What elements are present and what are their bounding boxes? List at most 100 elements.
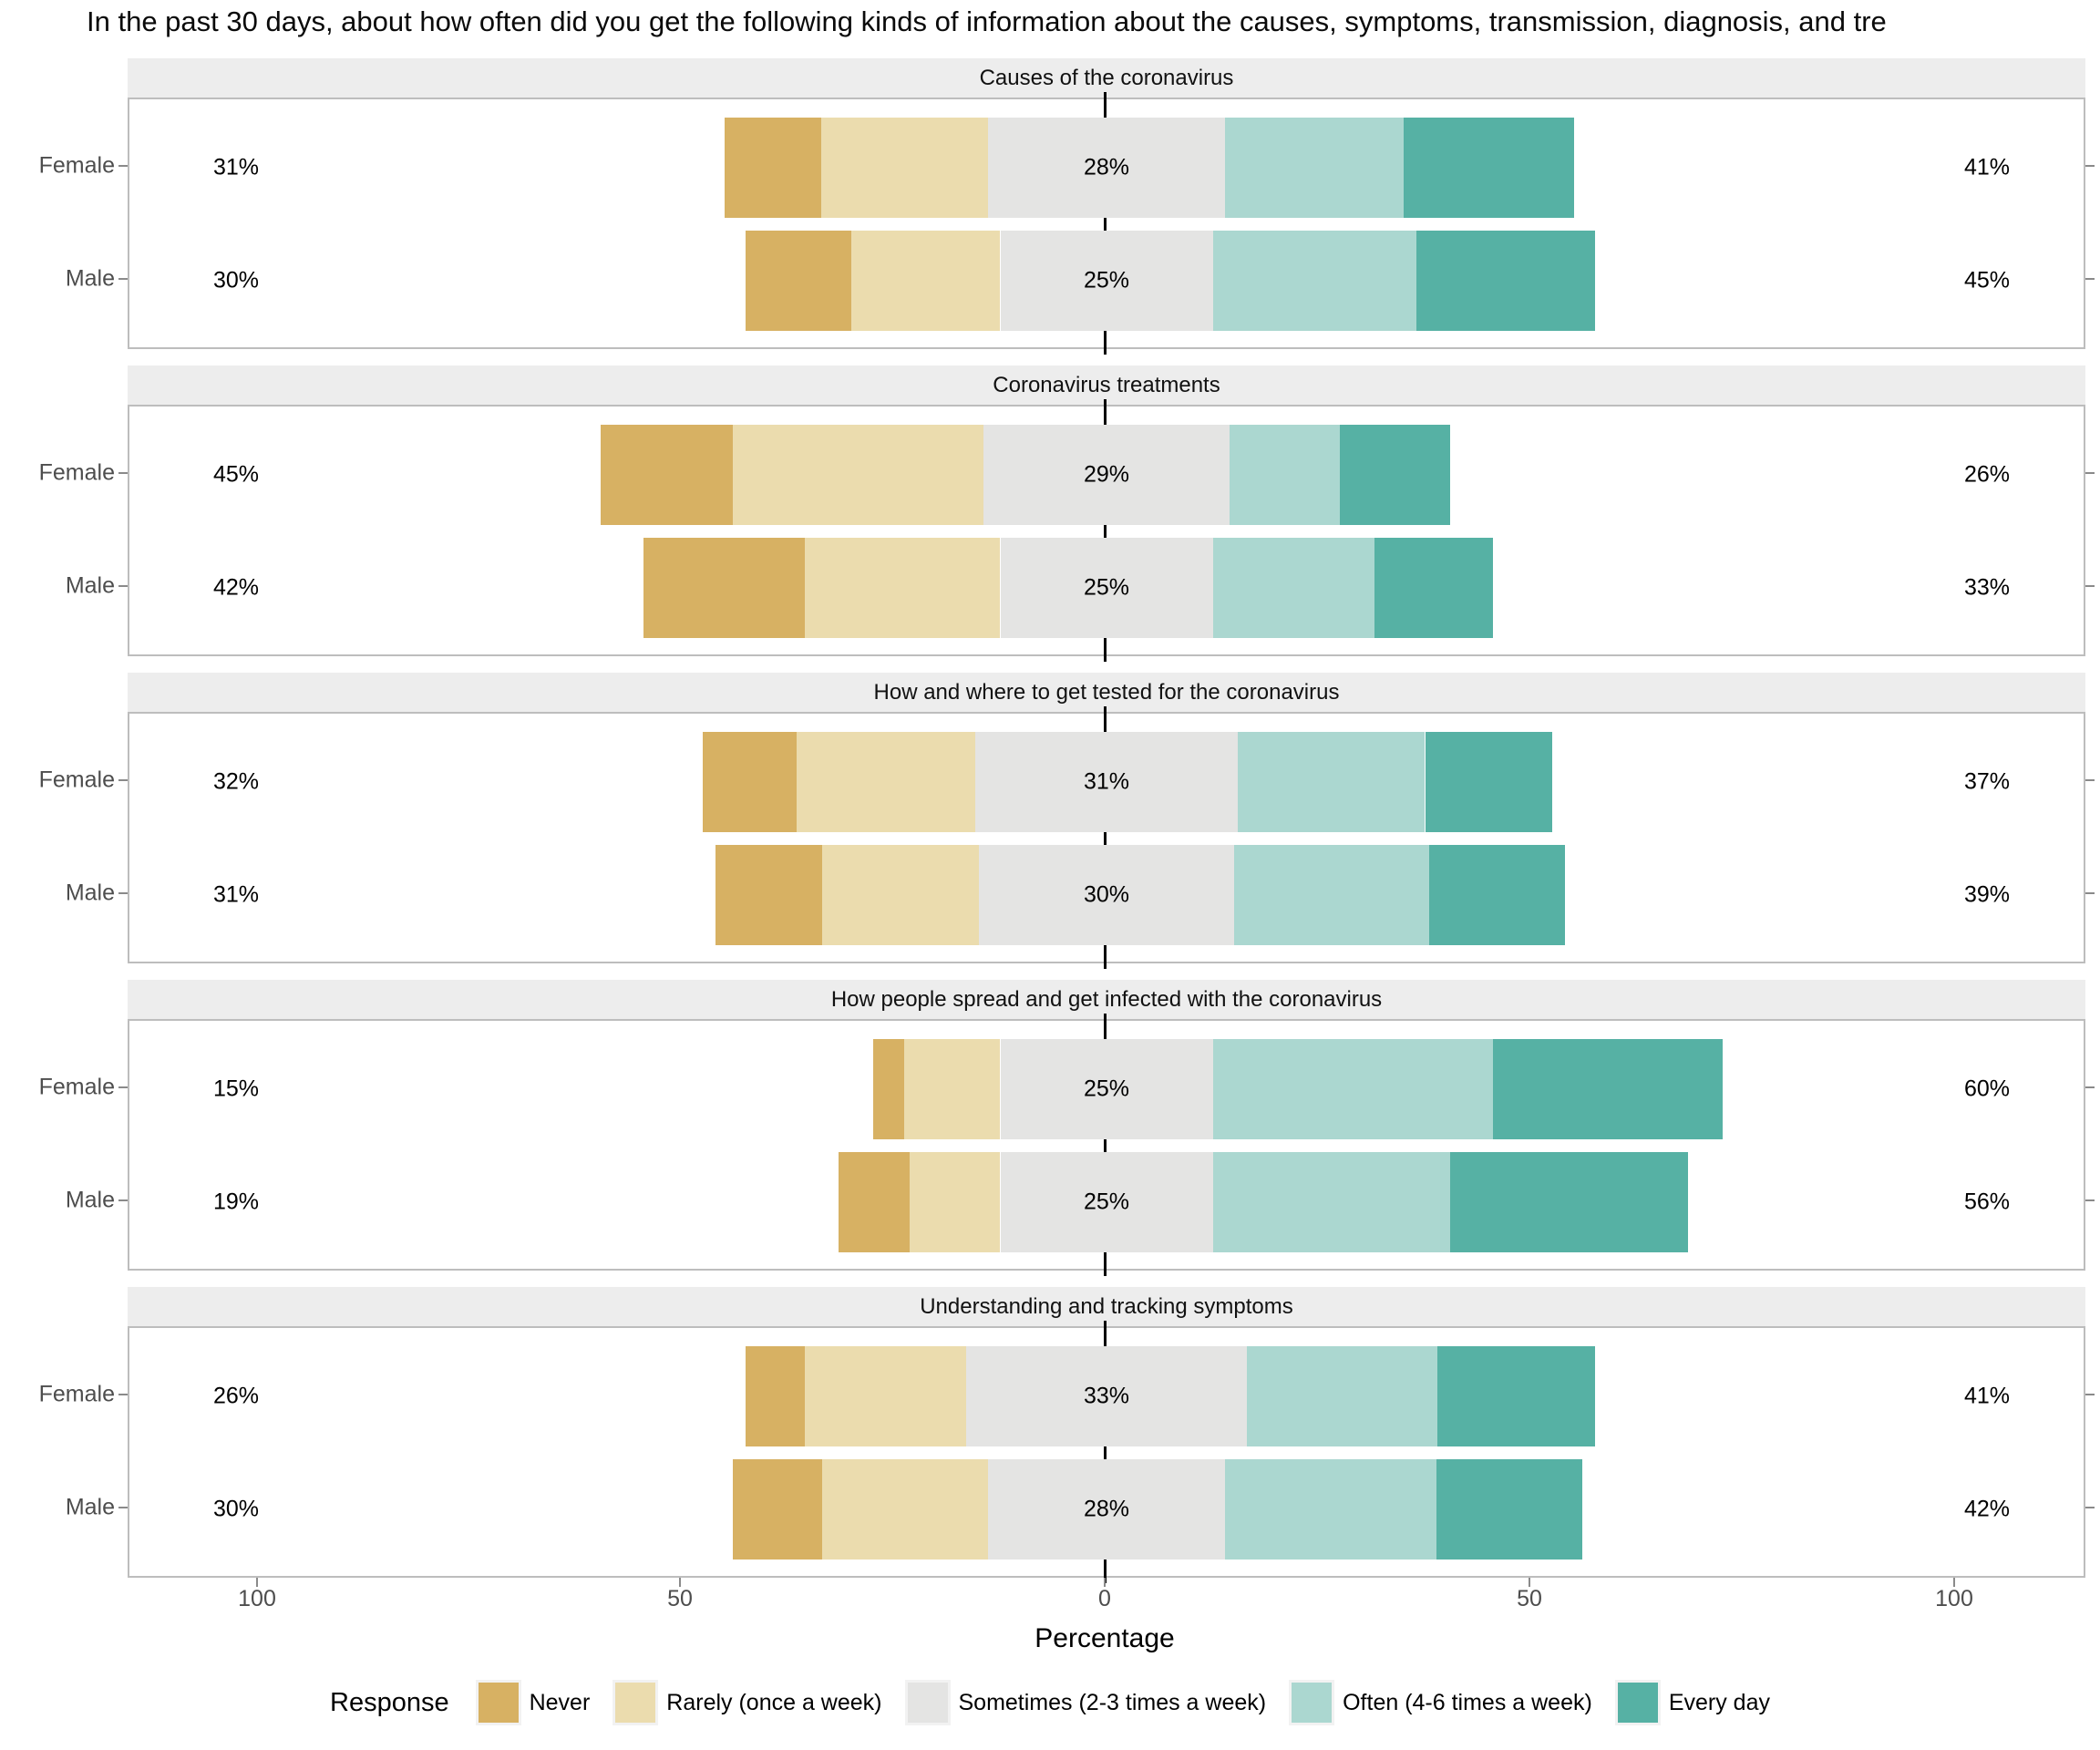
label-left-total: 45% bbox=[212, 461, 260, 488]
legend-title: Response bbox=[330, 1687, 449, 1717]
segment-often bbox=[1238, 732, 1426, 832]
segment-rarely bbox=[821, 845, 980, 945]
legend-label: Rarely (once a week) bbox=[666, 1689, 882, 1715]
label-sometimes: 30% bbox=[1083, 881, 1130, 908]
panel-body: 15% 25% 60% 19% 25% 56% bbox=[128, 1014, 2087, 1276]
right-tick bbox=[2085, 1086, 2095, 1088]
segment-never bbox=[839, 1152, 910, 1252]
legend-swatch-never bbox=[475, 1680, 521, 1725]
segment-sometimes bbox=[1000, 1152, 1213, 1252]
bar-row-male bbox=[129, 1152, 2087, 1252]
label-right-total: 42% bbox=[1963, 1496, 2011, 1522]
bar-row-female bbox=[129, 425, 2087, 525]
legend-item: Rarely (once a week) bbox=[612, 1680, 882, 1725]
axis-tick-label: 0 bbox=[1098, 1586, 1111, 1611]
panel-header: Causes of the coronavirus bbox=[128, 58, 2085, 98]
axis-tick-label: 100 bbox=[238, 1586, 276, 1611]
label-sometimes: 29% bbox=[1083, 461, 1130, 488]
segment-rarely bbox=[805, 538, 1001, 638]
row-label-female: Female bbox=[38, 459, 115, 486]
chart-title: In the past 30 days, about how often did… bbox=[87, 5, 1887, 37]
x-axis-title: Percentage bbox=[1035, 1623, 1175, 1653]
segment-sometimes bbox=[979, 845, 1234, 945]
label-sometimes: 33% bbox=[1083, 1383, 1130, 1409]
bar-row-male bbox=[129, 1459, 2087, 1560]
row-label-male: Male bbox=[65, 1494, 115, 1520]
left-tick bbox=[118, 165, 128, 167]
segment-often bbox=[1233, 845, 1430, 945]
segment-often bbox=[1230, 425, 1341, 525]
label-left-total: 26% bbox=[212, 1383, 260, 1409]
label-right-total: 56% bbox=[1963, 1189, 2011, 1215]
row-label-male: Male bbox=[65, 1187, 115, 1213]
segment-often bbox=[1212, 1039, 1494, 1139]
axis-tick-label: 100 bbox=[1935, 1586, 1973, 1611]
right-tick bbox=[2085, 1199, 2095, 1201]
label-sometimes: 25% bbox=[1083, 574, 1130, 601]
right-tick bbox=[2085, 585, 2095, 587]
legend-swatch-every bbox=[1614, 1680, 1661, 1725]
zero-axis-line bbox=[1104, 1014, 1107, 1276]
segment-often bbox=[1212, 231, 1417, 331]
label-sometimes: 25% bbox=[1083, 1076, 1130, 1102]
bar-row-female bbox=[129, 1346, 2087, 1446]
segment-rarely bbox=[796, 732, 975, 832]
segment-sometimes bbox=[966, 1346, 1247, 1446]
panel-body: 32% 31% 37% 31% 30% 39% bbox=[128, 706, 2085, 969]
legend-swatch-rarely bbox=[612, 1680, 659, 1725]
segment-never bbox=[643, 538, 806, 638]
legend-item: Often (4-6 times a week) bbox=[1289, 1680, 1592, 1725]
panel-body: 45% 29% 26% 42% 25% 33% bbox=[128, 399, 2087, 662]
panel-header: How and where to get tested for the coro… bbox=[128, 673, 2085, 712]
row-label-female: Female bbox=[38, 767, 115, 793]
row-label-female: Female bbox=[38, 1074, 115, 1100]
segment-rarely bbox=[904, 1039, 1001, 1139]
segment-never bbox=[601, 425, 733, 525]
label-right-total: 41% bbox=[1963, 1383, 2011, 1409]
segment-everyday bbox=[1416, 231, 1595, 331]
label-right-total: 33% bbox=[1963, 574, 2011, 601]
segment-rarely bbox=[821, 1459, 988, 1560]
right-tick bbox=[2085, 165, 2095, 167]
zero-axis-line bbox=[1104, 706, 1107, 969]
label-left-total: 19% bbox=[212, 1189, 260, 1215]
segment-often bbox=[1212, 538, 1374, 638]
label-right-total: 60% bbox=[1963, 1076, 2011, 1102]
label-sometimes: 28% bbox=[1083, 154, 1130, 180]
right-tick bbox=[2085, 278, 2095, 280]
segment-everyday bbox=[1374, 538, 1494, 638]
segment-never bbox=[732, 1459, 822, 1560]
legend-label: Never bbox=[529, 1689, 591, 1715]
segment-never bbox=[745, 231, 852, 331]
segment-sometimes bbox=[1000, 538, 1213, 638]
row-label-male: Male bbox=[65, 572, 115, 599]
panel-header: How people spread and get infected with … bbox=[128, 980, 2085, 1019]
panel-title: How people spread and get infected with … bbox=[830, 986, 1383, 1012]
label-sometimes: 25% bbox=[1083, 267, 1130, 293]
panel-title: Causes of the coronavirus bbox=[979, 65, 1234, 90]
label-right-total: 26% bbox=[1963, 461, 2011, 488]
segment-everyday bbox=[1340, 425, 1451, 525]
axis-tick-mark bbox=[679, 1578, 681, 1587]
bar-row-male bbox=[129, 231, 2087, 331]
segment-sometimes bbox=[983, 425, 1230, 525]
axis-tick-mark bbox=[256, 1578, 258, 1587]
segment-everyday bbox=[1450, 1152, 1689, 1252]
axis-tick-label: 50 bbox=[667, 1586, 693, 1611]
segment-never bbox=[745, 1346, 806, 1446]
legend-label: Often (4-6 times a week) bbox=[1343, 1689, 1592, 1715]
segment-rarely bbox=[732, 425, 983, 525]
label-right-total: 41% bbox=[1963, 154, 2011, 180]
legend-label: Every day bbox=[1668, 1689, 1770, 1715]
right-tick bbox=[2085, 1394, 2095, 1395]
panel-title: Understanding and tracking symptoms bbox=[920, 1293, 1293, 1319]
segment-never bbox=[724, 118, 821, 218]
legend-label: Sometimes (2-3 times a week) bbox=[958, 1689, 1267, 1715]
left-tick bbox=[118, 585, 128, 587]
segment-everyday bbox=[1425, 732, 1553, 832]
panel-body: 26% 33% 41% 30% 28% 42% bbox=[128, 1321, 2087, 1583]
segment-everyday bbox=[1429, 845, 1566, 945]
panel-body: 31% 28% 41% 30% 25% 45% bbox=[128, 92, 2087, 355]
zero-axis-line bbox=[1104, 399, 1107, 662]
